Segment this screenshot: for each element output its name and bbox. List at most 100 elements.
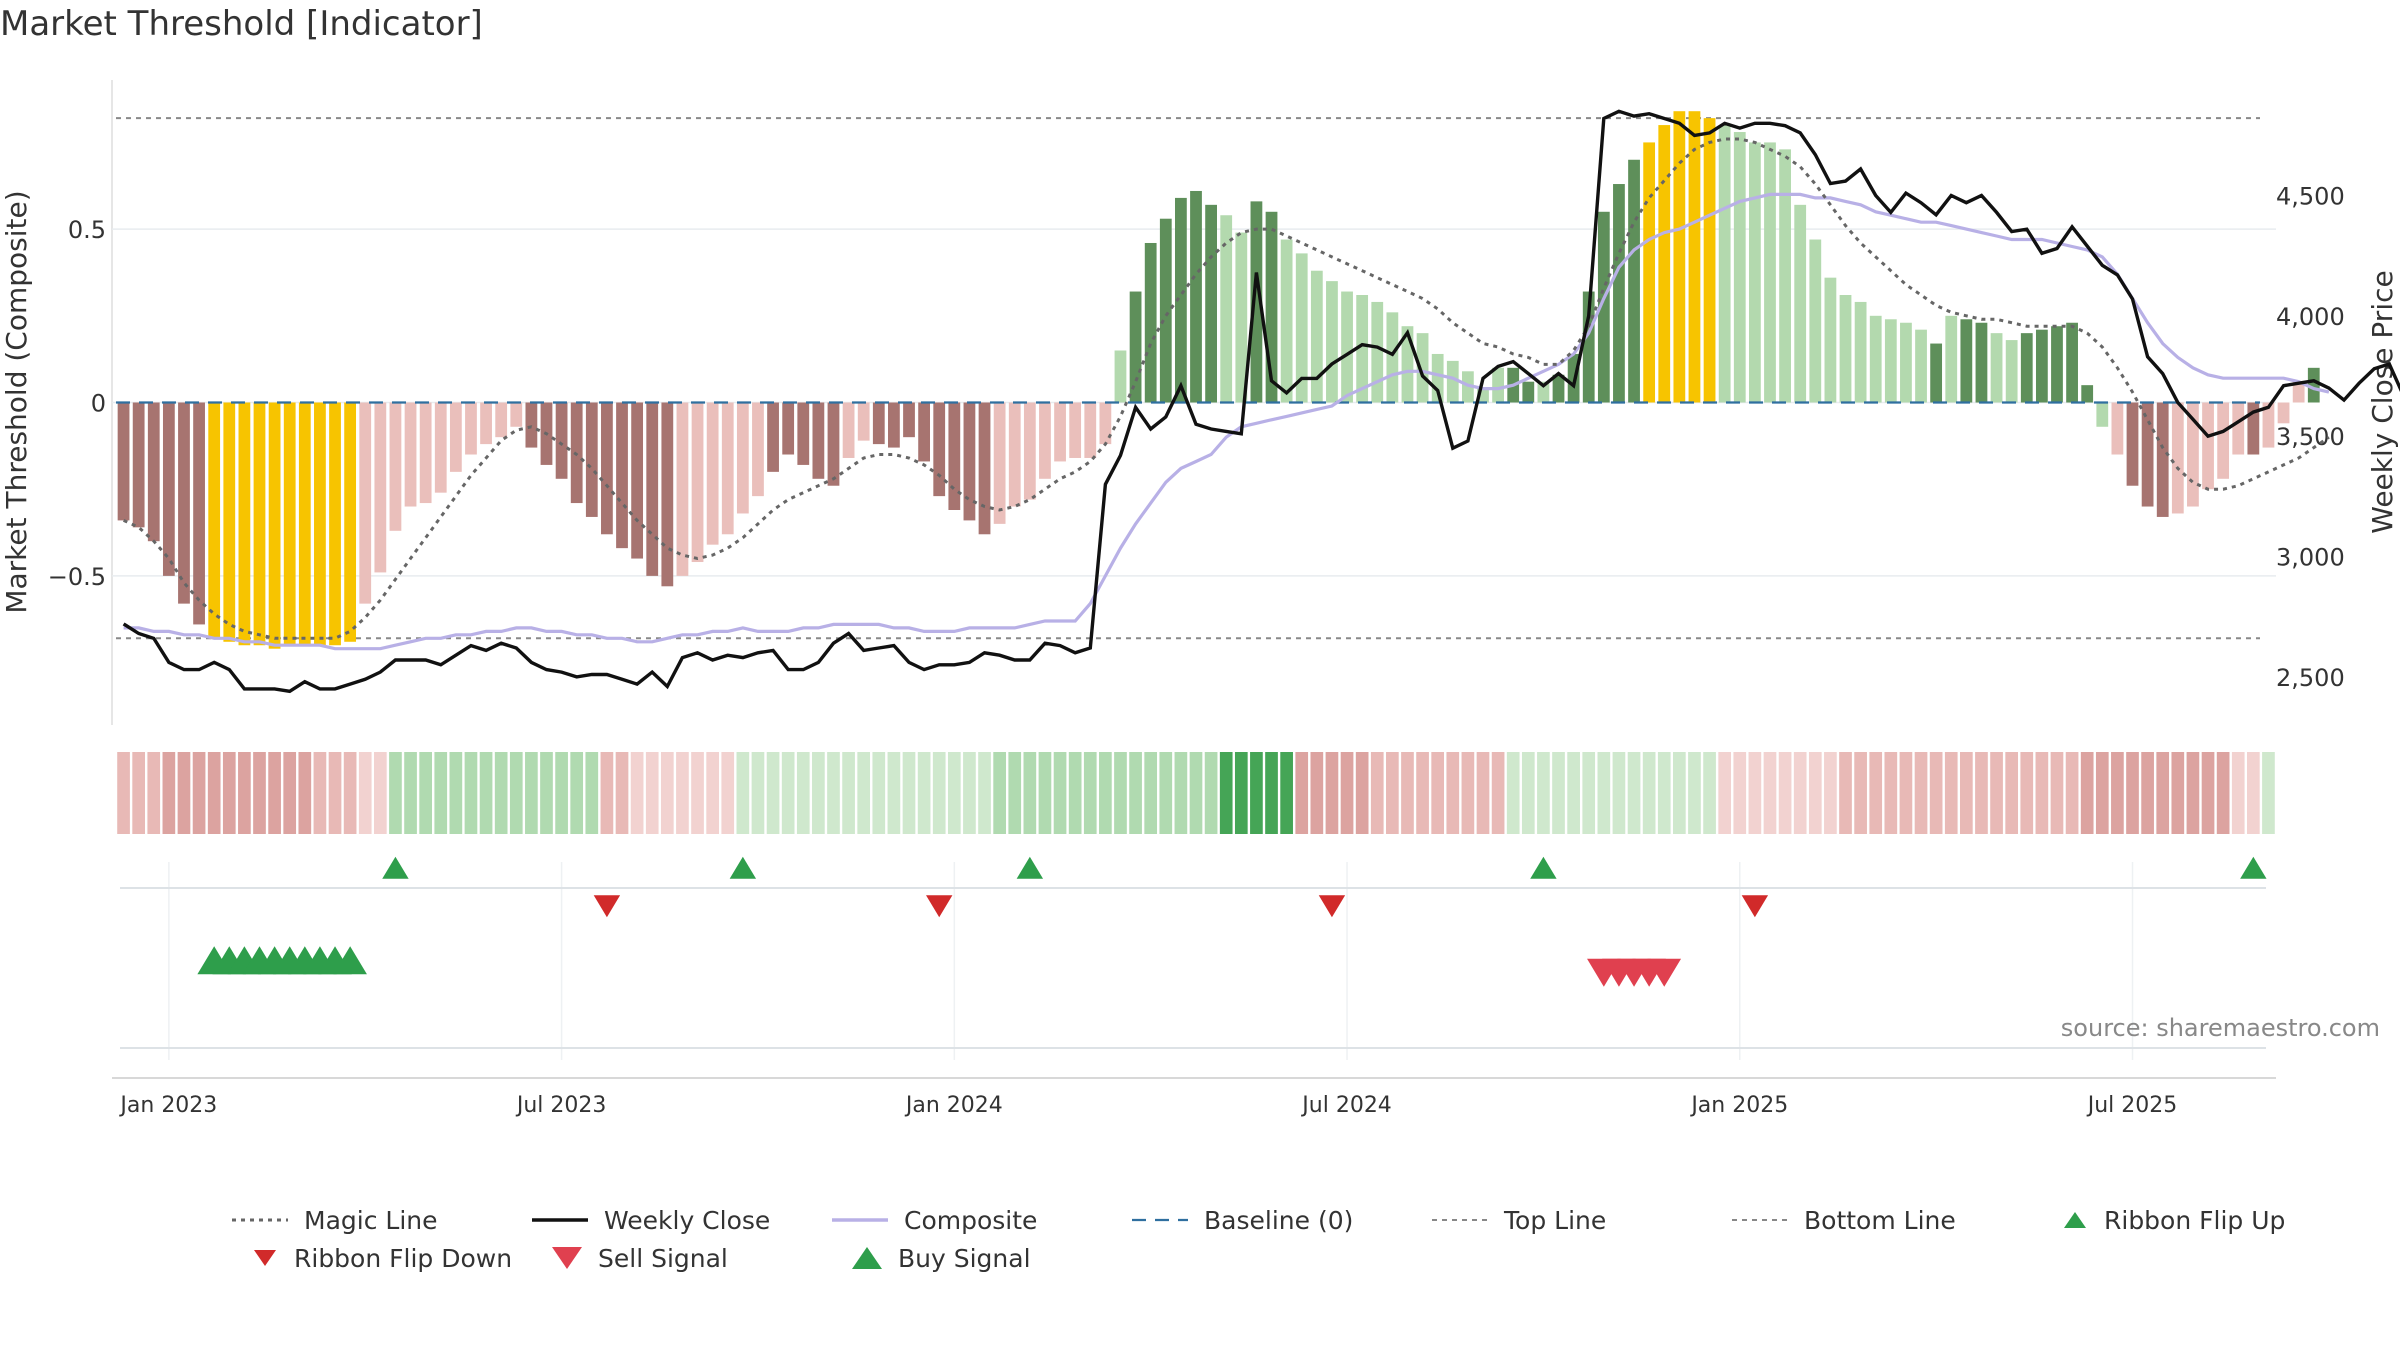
composite-bar bbox=[525, 402, 538, 448]
ribbon-cell bbox=[419, 752, 432, 834]
composite-bar bbox=[344, 402, 357, 642]
composite-bar bbox=[1718, 125, 1731, 403]
ribbon-cell bbox=[721, 752, 735, 834]
legend-swatch bbox=[532, 1218, 588, 1222]
ribbon-cell bbox=[1129, 752, 1142, 834]
ribbon-cell bbox=[766, 752, 780, 834]
composite-bar bbox=[948, 402, 961, 510]
composite-bar bbox=[1431, 353, 1444, 403]
ribbon-cell bbox=[1869, 752, 1883, 834]
composite-bar bbox=[646, 402, 659, 576]
ribbon-cell bbox=[1174, 752, 1188, 834]
ribbon-cell bbox=[1265, 752, 1278, 834]
ribbon-cell bbox=[1960, 752, 1973, 834]
ribbon-cell bbox=[630, 752, 644, 834]
ribbon-cell bbox=[1763, 752, 1777, 834]
composite-bar bbox=[676, 402, 689, 576]
x-tick-label: Jan 2023 bbox=[118, 1093, 217, 1118]
ribbon-cell bbox=[192, 752, 206, 834]
composite-bar bbox=[1371, 301, 1384, 403]
legend-item-baseline: Baseline (0) bbox=[1130, 1202, 1353, 1238]
composite-bar bbox=[178, 402, 190, 604]
composite-bar bbox=[1643, 142, 1656, 403]
ribbon-cell bbox=[1280, 752, 1293, 834]
ribbon-cell bbox=[298, 752, 312, 834]
ribbon-cell bbox=[1567, 752, 1580, 834]
composite-bar bbox=[1039, 402, 1051, 479]
ribbon-cell bbox=[1355, 752, 1369, 834]
legend-swatch bbox=[1432, 1219, 1488, 1221]
composite-bar bbox=[2126, 402, 2139, 486]
ribbon-cell bbox=[932, 752, 946, 834]
ribbon-cell bbox=[1310, 752, 1324, 834]
composite-bar bbox=[2292, 381, 2305, 403]
composite-bar bbox=[1990, 333, 2003, 403]
ribbon-flip-down-marker bbox=[1318, 895, 1346, 918]
ribbon-cell bbox=[525, 752, 538, 834]
composite-bar bbox=[2035, 329, 2048, 403]
composite-bar bbox=[1159, 218, 1172, 403]
composite-bar bbox=[1492, 367, 1504, 403]
composite-bar bbox=[268, 402, 281, 649]
ribbon-cell bbox=[2262, 752, 2275, 834]
legend-label: Sell Signal bbox=[598, 1243, 728, 1273]
composite-bar bbox=[1688, 111, 1701, 403]
ribbon-cell bbox=[358, 752, 372, 834]
composite-bar bbox=[2020, 333, 2033, 403]
ribbon-cell bbox=[2216, 752, 2230, 834]
composite-bar bbox=[2232, 402, 2245, 455]
ribbon-cell bbox=[1204, 752, 1218, 834]
legend-swatch bbox=[1132, 1218, 1188, 1222]
ribbon-cell bbox=[1370, 752, 1384, 834]
composite-bar bbox=[1461, 371, 1474, 403]
composite-bar bbox=[1597, 211, 1610, 403]
ribbon-flip-down-marker bbox=[1741, 895, 1769, 918]
ribbon-cell bbox=[1778, 752, 1792, 834]
composite-bar bbox=[283, 402, 296, 646]
buy-signal-marker bbox=[333, 946, 367, 975]
composite-bar bbox=[1401, 326, 1414, 403]
ribbon-cell bbox=[2020, 752, 2034, 834]
x-tick-label: Jul 2025 bbox=[2086, 1093, 2178, 1118]
composite-bar bbox=[691, 402, 704, 563]
legend-item-flipDown: Ribbon Flip Down bbox=[250, 1240, 512, 1276]
composite-bar bbox=[555, 402, 568, 479]
ribbon-cell bbox=[1975, 752, 1988, 834]
ribbon-cell bbox=[781, 752, 795, 834]
composite-bar bbox=[1023, 402, 1036, 500]
ribbon-cell bbox=[1416, 752, 1429, 834]
legend-item-buy: Buy Signal bbox=[850, 1240, 1031, 1276]
ribbon-cell bbox=[449, 752, 463, 834]
composite-bar bbox=[1748, 142, 1761, 403]
legend-item-composite: Composite bbox=[830, 1202, 1037, 1238]
composite-bar bbox=[1235, 232, 1248, 403]
composite-bar bbox=[1190, 190, 1202, 403]
legend-label: Baseline (0) bbox=[1204, 1205, 1354, 1235]
composite-bar bbox=[2005, 340, 2018, 403]
composite-bar bbox=[2156, 402, 2169, 517]
ribbon-cell bbox=[1824, 752, 1837, 834]
composite-bar bbox=[1854, 301, 1867, 403]
x-tick-label: Jan 2025 bbox=[1689, 1093, 1788, 1118]
ribbon-cell bbox=[1144, 752, 1158, 834]
ribbon-cell bbox=[1325, 752, 1339, 834]
ribbon-cell bbox=[1612, 752, 1626, 834]
ribbon-cell bbox=[600, 752, 614, 834]
composite-bar bbox=[117, 402, 130, 521]
ribbon-cell bbox=[540, 752, 553, 834]
ribbon-cell bbox=[2080, 752, 2094, 834]
ribbon-cell bbox=[1552, 752, 1565, 834]
composite-bar bbox=[208, 402, 221, 639]
ribbon-cell bbox=[1793, 752, 1807, 834]
composite-bar bbox=[721, 402, 734, 535]
composite-bar bbox=[1764, 142, 1776, 403]
ribbon-cell bbox=[389, 752, 402, 834]
composite-bar bbox=[1915, 329, 1927, 403]
composite-bar bbox=[1477, 388, 1489, 403]
composite-bar bbox=[162, 402, 175, 576]
legend-swatch bbox=[552, 1247, 582, 1269]
composite-bar bbox=[918, 402, 931, 462]
composite-line bbox=[123, 192, 2330, 651]
weekly-close-line bbox=[122, 109, 2400, 694]
ribbon-cell bbox=[2005, 752, 2019, 834]
